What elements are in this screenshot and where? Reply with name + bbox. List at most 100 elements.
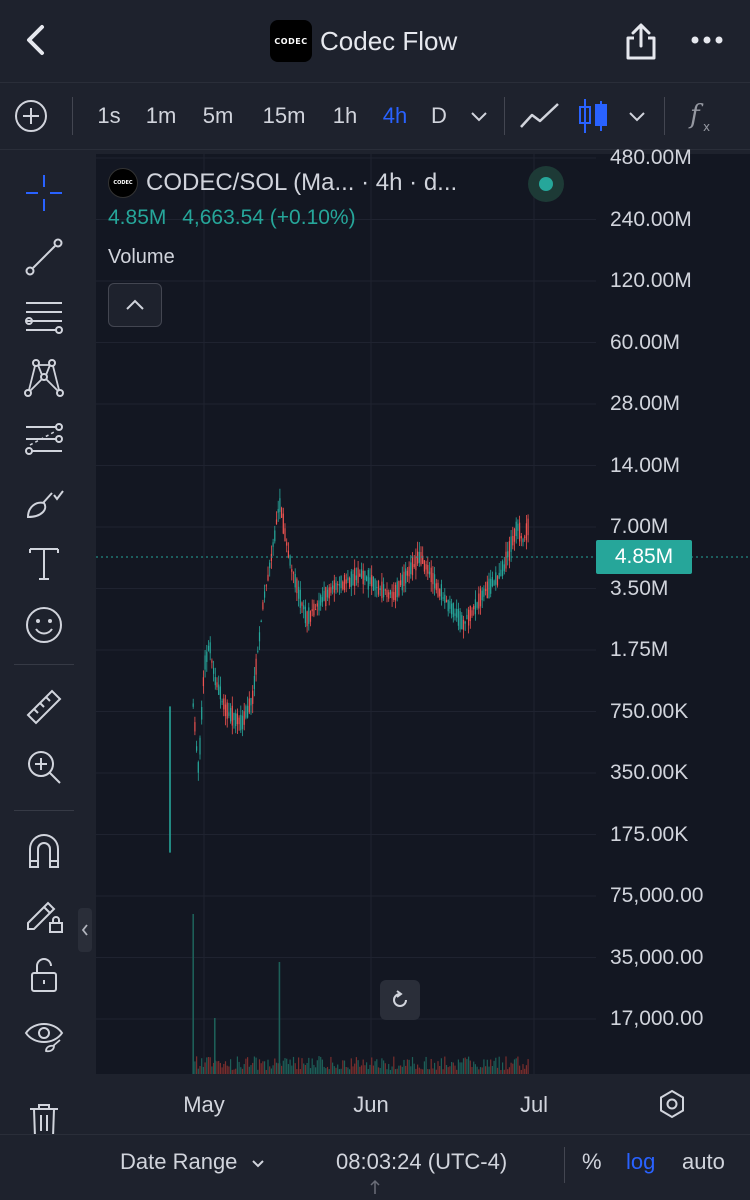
price-axis[interactable]: 480.00M 240.00M 120.00M 60.00M 28.00M 14.00M 7…: [596, 146, 750, 1074]
auto-scale-toggle[interactable]: auto: [682, 1149, 725, 1174]
emoji-tool[interactable]: [16, 600, 72, 650]
price-label: 35,000.00: [610, 945, 704, 969]
candle-body: [428, 571, 431, 575]
emoji-icon: [26, 607, 62, 643]
candle-body: [401, 574, 403, 591]
volume-bar: [462, 1058, 465, 1074]
trend-line-tool[interactable]: [16, 232, 72, 282]
candle-body: [355, 575, 357, 581]
legend-collapse-button[interactable]: [108, 283, 162, 327]
chart-type-chevron-down-icon[interactable]: [626, 108, 648, 124]
chart-legend: CODEC CODEC/SOL (Ma... · 4h · d... 4.85M…: [108, 166, 564, 327]
candle-body: [435, 583, 437, 591]
indicators-fx-icon[interactable]: f x: [686, 97, 718, 137]
clock-timezone[interactable]: 08:03:24 (UTC-4): [336, 1149, 508, 1174]
candle-body: [269, 562, 271, 569]
interval-4h[interactable]: 4h: [382, 103, 408, 128]
log-scale-toggle[interactable]: log: [626, 1149, 656, 1174]
chart-pane[interactable]: CODEC CODEC/SOL (Ma... · 4h · d... 4.85M…: [96, 154, 750, 1074]
pattern-tool[interactable]: [16, 352, 72, 402]
volume-bar: [355, 1057, 357, 1074]
candle-body: [315, 609, 317, 611]
zoom-in-tool[interactable]: [16, 742, 72, 792]
volume-bar: [403, 1059, 405, 1074]
candle-body: [479, 588, 482, 607]
candle-body: [299, 589, 301, 608]
interval-d[interactable]: D: [431, 103, 447, 128]
volume-bar: [428, 1069, 431, 1074]
candles: [169, 488, 529, 853]
volume-bar: [417, 1064, 419, 1074]
volume-bar: [502, 1062, 504, 1074]
brush-tool[interactable]: [16, 476, 72, 526]
drawing-toolbar: [0, 152, 90, 1200]
candles-chart-icon[interactable]: [576, 97, 610, 135]
candle-body: [367, 569, 369, 590]
candle-body: [459, 611, 461, 630]
volume-bar: [479, 1067, 482, 1074]
candle-body: [408, 566, 410, 577]
volume-bar: [318, 1056, 320, 1074]
volume-bar: [445, 1065, 448, 1074]
candle-body: [507, 551, 509, 558]
candle-body: [264, 591, 266, 598]
interval-1s[interactable]: 1s: [97, 103, 121, 128]
candle-body: [291, 569, 293, 572]
volume-bar: [379, 1067, 381, 1074]
candle-body: [425, 564, 427, 570]
intervals-chevron-down-icon[interactable]: [468, 108, 490, 124]
candle-body: [420, 552, 422, 565]
time-axis[interactable]: May Jun Jul: [96, 1074, 750, 1134]
volume-bar: [354, 1063, 356, 1074]
lock-all-tool[interactable]: [16, 950, 72, 1000]
chevron-down-icon: [251, 1160, 264, 1168]
candle-body: [226, 702, 228, 719]
volume-bar: [321, 1059, 323, 1074]
volume-bar: [337, 1064, 339, 1074]
percent-scale-toggle[interactable]: %: [582, 1149, 602, 1174]
candle-body: [513, 528, 516, 542]
magnet-tool[interactable]: [16, 826, 72, 876]
interval-15m[interactable]: 15m: [262, 103, 306, 128]
market-status-indicator[interactable]: [528, 166, 564, 202]
volume-bar: [278, 962, 281, 1074]
hide-drawings-tool[interactable]: [16, 1010, 72, 1060]
candle-body: [320, 595, 322, 606]
fib-retracement-tool[interactable]: [16, 292, 72, 342]
text-tool[interactable]: [16, 538, 72, 588]
volume-bar: [252, 1062, 254, 1074]
volume-bar: [216, 1061, 218, 1074]
interval-1h[interactable]: 1h: [332, 103, 358, 128]
volume-bar: [241, 1068, 244, 1074]
line-chart-icon[interactable]: [518, 99, 562, 133]
more-options-icon[interactable]: [690, 30, 724, 50]
volume-bar: [211, 1066, 213, 1074]
candle-body: [241, 715, 244, 729]
interval-5m[interactable]: 5m: [202, 103, 234, 128]
symbol-title[interactable]: CODEC/SOL (Ma... · 4h · d...: [146, 169, 458, 196]
lock-drawing-tool[interactable]: [16, 888, 72, 938]
candle-body: [371, 575, 373, 587]
date-range-button[interactable]: Date Range: [120, 1149, 266, 1175]
toolbar-collapse-handle[interactable]: [78, 908, 92, 952]
candle-body: [519, 522, 521, 542]
prediction-tool[interactable]: [16, 414, 72, 464]
ruler-tool[interactable]: [16, 682, 72, 732]
candle-body: [253, 675, 255, 689]
volume-bar: [369, 1064, 371, 1074]
share-icon[interactable]: [622, 22, 660, 62]
candle-body: [517, 523, 519, 531]
candle-body: [304, 606, 306, 624]
settings-icon[interactable]: [656, 1088, 688, 1120]
add-symbol-icon[interactable]: [14, 99, 48, 133]
back-arrow-icon[interactable]: [18, 22, 54, 58]
candle-body: [451, 603, 453, 615]
candlestick-chart[interactable]: [96, 154, 750, 1074]
interval-1m[interactable]: 1m: [145, 103, 177, 128]
crosshair-tool[interactable]: [16, 168, 72, 218]
volume-bar: [456, 1069, 458, 1074]
volume-bar: [524, 1068, 526, 1074]
candle-body: [343, 575, 346, 590]
reset-chart-button[interactable]: [380, 980, 420, 1020]
candle-body: [505, 551, 507, 569]
